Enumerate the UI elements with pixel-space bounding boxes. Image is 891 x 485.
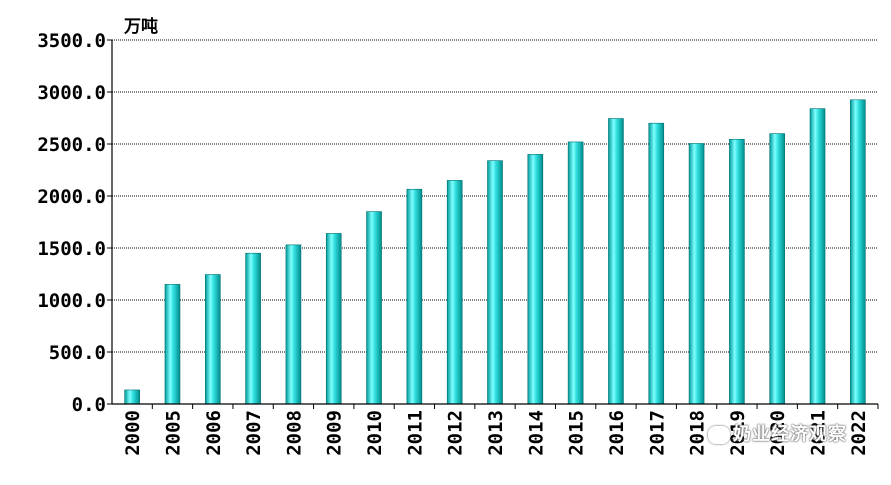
- x-tick-label: 2010: [364, 410, 386, 456]
- x-tick-label: 2018: [687, 410, 709, 456]
- bar-2017: [648, 122, 665, 405]
- axes: [111, 40, 878, 405]
- bar-2007: [245, 252, 261, 405]
- y-tick-label: 3500.0: [37, 30, 106, 52]
- x-tick-label: 2006: [203, 410, 225, 456]
- x-tick-label: 2008: [283, 410, 305, 456]
- y-axis-ticks: 0.0 500.0 1000.0 1500.0 2000.0 2500.0 3000.0 35…: [37, 30, 112, 416]
- bar-2010: [366, 211, 382, 405]
- bar-2020: [769, 133, 786, 405]
- bar-2009: [325, 233, 342, 405]
- y-tick-label: 3000.0: [37, 82, 106, 104]
- bar-2006: [204, 274, 221, 405]
- bar-2013: [487, 160, 503, 405]
- x-tick-label: 2007: [243, 410, 265, 456]
- bar-2011: [406, 188, 423, 405]
- x-tick-label: 2019: [727, 410, 749, 456]
- bar-2012: [446, 180, 463, 405]
- bar-2000: [124, 389, 140, 405]
- x-tick-label: 2015: [566, 410, 588, 456]
- watermark: 奶业经济观察: [708, 420, 847, 446]
- x-tick-label: 2017: [646, 410, 668, 456]
- x-tick-label: 2012: [445, 410, 467, 456]
- y-tick-label: 500.0: [49, 342, 106, 364]
- bar-2016: [608, 118, 624, 405]
- bar-2021: [809, 108, 826, 405]
- x-axis-ticks: 2000 2005 2006 2007 2008 2009 2010 2011 2012 2013…: [122, 404, 879, 456]
- x-tick-label: 2013: [485, 410, 507, 456]
- x-tick-label: 2011: [404, 410, 426, 456]
- x-tick-label: 2009: [324, 410, 346, 456]
- y-tick-label: 2500.0: [37, 134, 106, 156]
- bar-2014: [527, 154, 544, 405]
- bars: [124, 99, 866, 405]
- wechat-icon: [708, 426, 730, 444]
- x-tick-label: 2021: [808, 410, 830, 456]
- x-tick-label: 2014: [525, 410, 547, 456]
- y-axis-unit-label: 万吨: [124, 17, 158, 37]
- y-tick-label: 1000.0: [37, 290, 106, 312]
- watermark-text: 奶业经济观察: [733, 424, 847, 445]
- y-tick-label: 0.0: [72, 394, 106, 416]
- y-tick-label: 2000.0: [37, 186, 106, 208]
- bar-2018: [688, 143, 705, 405]
- bar-2015: [567, 141, 584, 405]
- bar-2008: [285, 244, 302, 405]
- x-tick-label: 2022: [848, 410, 870, 456]
- y-tick-label: 1500.0: [37, 238, 106, 260]
- bar-2005: [164, 284, 181, 405]
- x-tick-label: 2005: [162, 410, 184, 456]
- x-tick-label: 2020: [767, 410, 789, 456]
- x-tick-label: 2016: [606, 410, 628, 456]
- bar-2019: [729, 139, 745, 405]
- x-tick-label: 2000: [122, 410, 144, 456]
- bar-2022: [850, 99, 866, 405]
